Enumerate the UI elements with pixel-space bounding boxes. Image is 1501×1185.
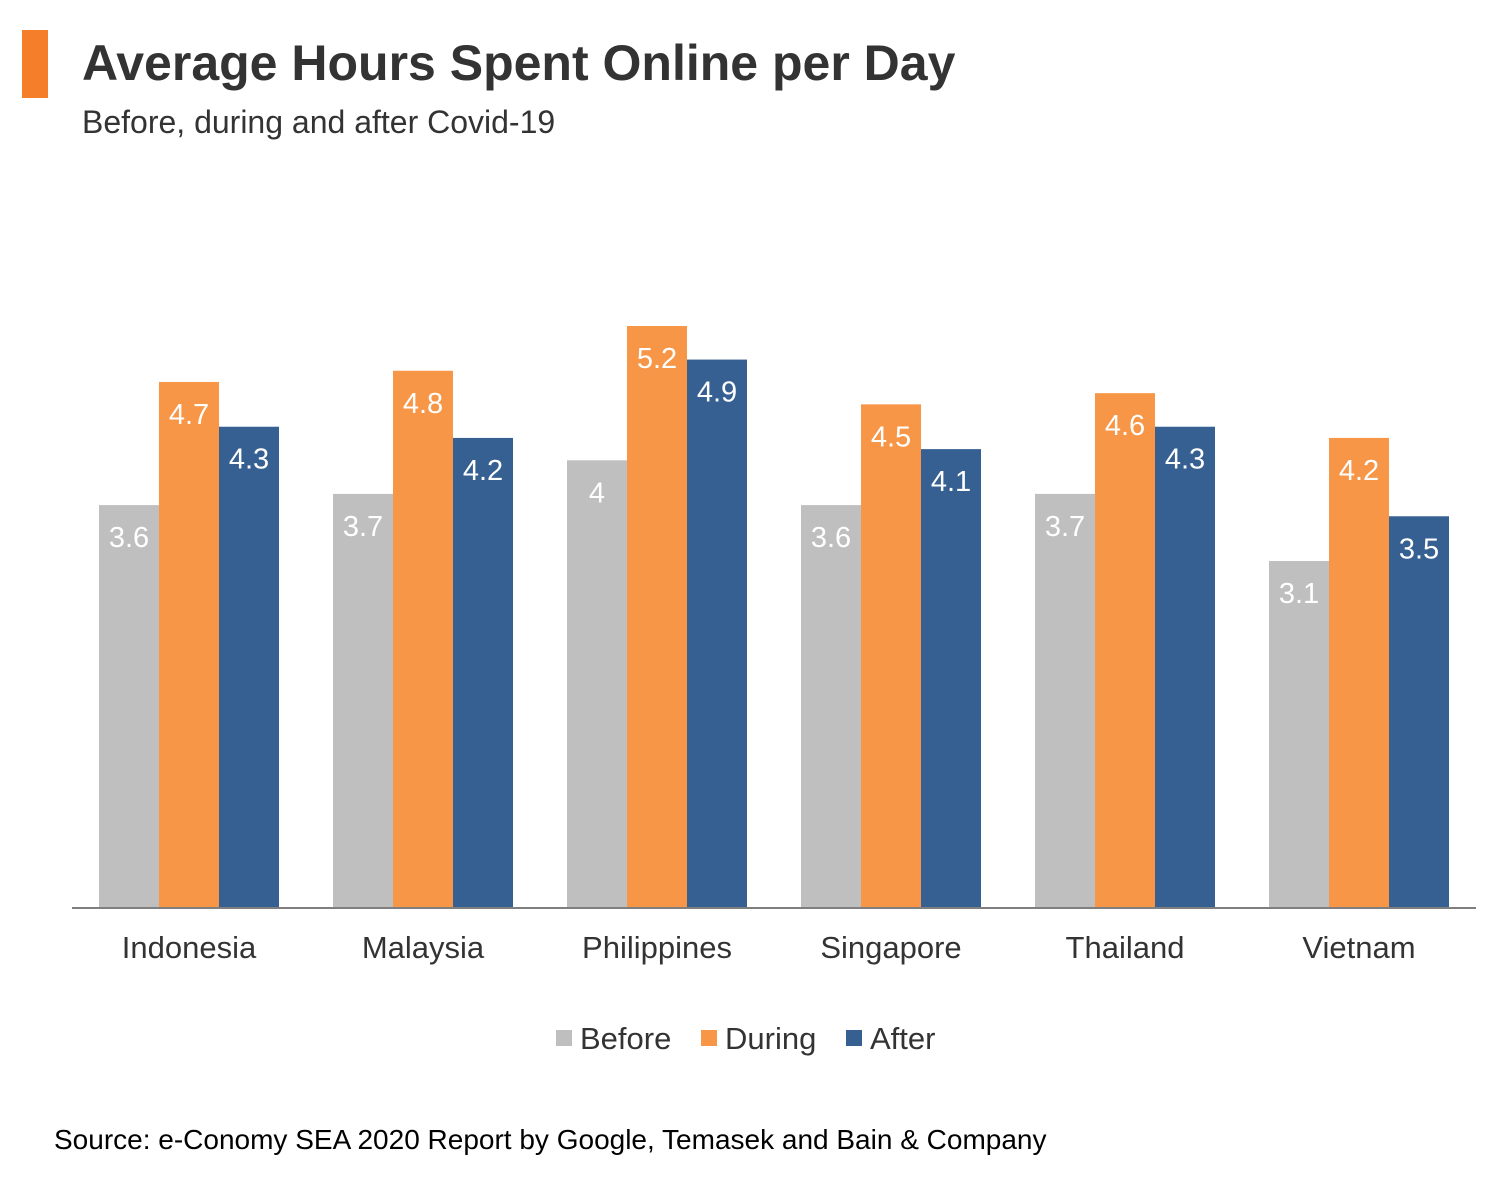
data-label-after-philippines: 4.9 <box>697 377 737 409</box>
data-label-before-singapore: 3.6 <box>811 522 851 554</box>
data-label-after-malaysia: 4.2 <box>463 455 503 487</box>
bar-during-thailand <box>1095 393 1155 909</box>
bar-before-thailand <box>1035 493 1095 908</box>
bar-before-indonesia <box>99 505 159 908</box>
legend-label-during: During <box>725 1021 816 1056</box>
legend-label-after: After <box>870 1021 935 1056</box>
bar-during-singapore <box>861 404 921 908</box>
x-tick-label-indonesia: Indonesia <box>122 930 257 965</box>
x-tick-label-vietnam: Vietnam <box>1302 930 1415 965</box>
data-label-after-singapore: 4.1 <box>931 466 971 498</box>
data-label-before-philippines: 4 <box>589 477 605 509</box>
bar-after-malaysia <box>453 437 513 908</box>
bar-before-singapore <box>801 505 861 908</box>
data-label-before-indonesia: 3.6 <box>109 522 149 554</box>
legend-label-before: Before <box>580 1021 671 1056</box>
data-label-during-singapore: 4.5 <box>871 421 911 453</box>
x-tick-label-philippines: Philippines <box>582 930 732 965</box>
data-label-before-vietnam: 3.1 <box>1279 578 1319 610</box>
bar-during-vietnam <box>1329 437 1389 908</box>
data-label-during-philippines: 5.2 <box>637 343 677 375</box>
bar-before-malaysia <box>333 493 393 908</box>
data-label-after-indonesia: 4.3 <box>229 444 269 476</box>
x-tick-label-malaysia: Malaysia <box>362 930 485 965</box>
legend-swatch-during <box>701 1030 717 1046</box>
data-label-during-thailand: 4.6 <box>1105 410 1145 442</box>
data-label-during-indonesia: 4.7 <box>169 399 209 431</box>
data-label-after-thailand: 4.3 <box>1165 444 1205 476</box>
x-tick-label-singapore: Singapore <box>820 930 961 965</box>
legend-swatch-after <box>846 1030 862 1046</box>
bar-after-singapore <box>921 449 981 908</box>
bar-after-vietnam <box>1389 516 1449 908</box>
data-label-before-thailand: 3.7 <box>1045 511 1085 543</box>
bar-after-thailand <box>1155 426 1215 908</box>
bar-before-philippines <box>567 460 627 908</box>
bar-after-philippines <box>687 359 747 909</box>
bar-before-vietnam <box>1269 561 1329 908</box>
title-accent-bar <box>22 30 48 98</box>
chart-subtitle: Before, during and after Covid-19 <box>82 104 556 140</box>
data-label-during-malaysia: 4.8 <box>403 388 443 420</box>
source-note: Source: e-Conomy SEA 2020 Report by Goog… <box>54 1124 1047 1155</box>
bar-during-indonesia <box>159 381 219 908</box>
x-tick-label-thailand: Thailand <box>1066 930 1185 965</box>
bar-during-malaysia <box>393 370 453 908</box>
data-label-during-vietnam: 4.2 <box>1339 455 1379 487</box>
data-label-after-vietnam: 3.5 <box>1399 533 1439 565</box>
data-label-before-malaysia: 3.7 <box>343 511 383 543</box>
legend-swatch-before <box>556 1030 572 1046</box>
bar-after-indonesia <box>219 426 279 908</box>
bar-during-philippines <box>627 326 687 908</box>
chart-title: Average Hours Spent Online per Day <box>82 35 956 91</box>
